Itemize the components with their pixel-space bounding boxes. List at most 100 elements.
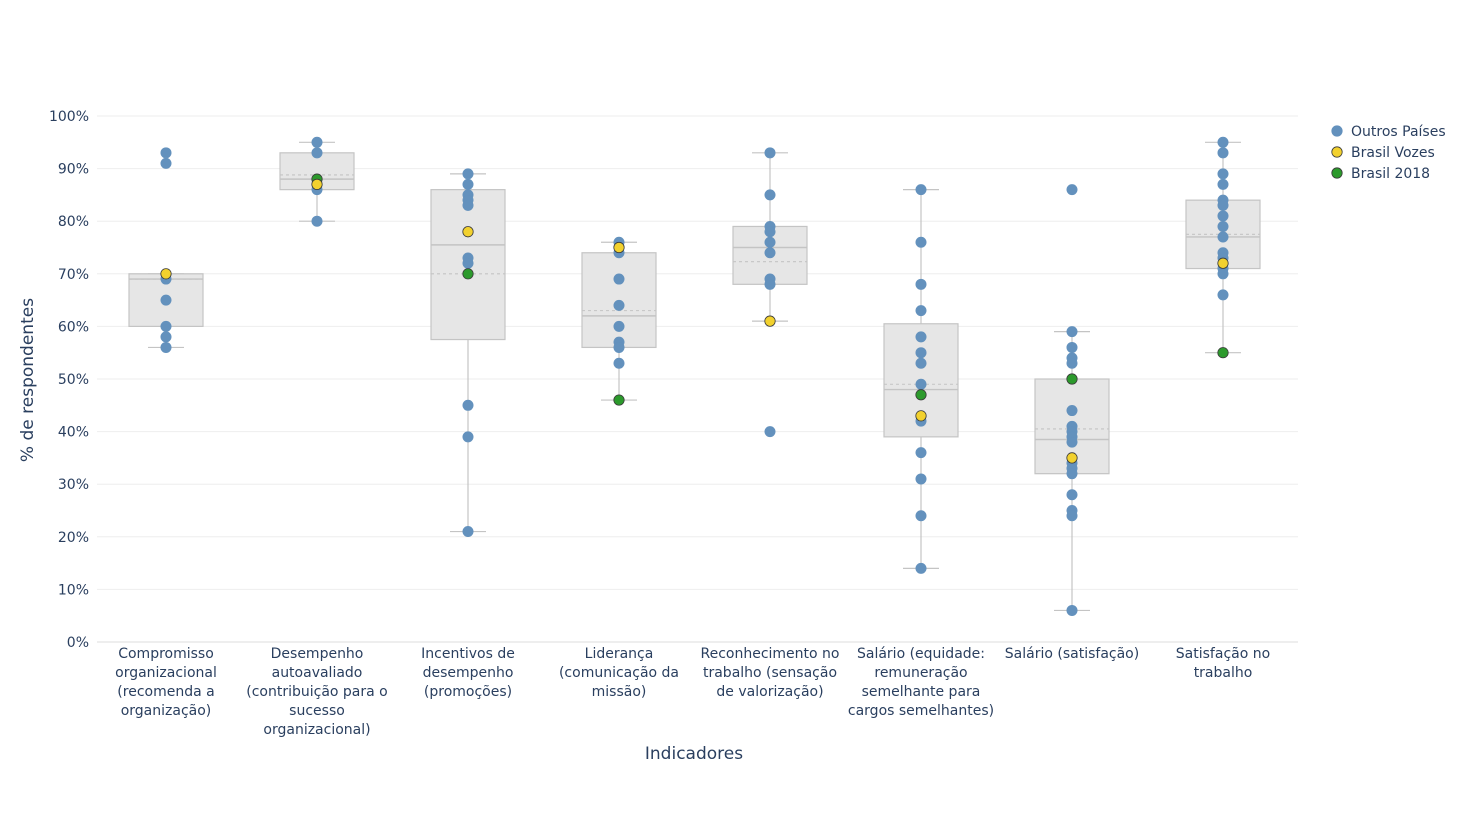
point-outros-paises[interactable] [1217,289,1229,301]
point-brasil-vozes[interactable] [764,315,776,327]
point-outros-paises[interactable] [1217,210,1229,222]
y-tick-label: 20% [58,530,89,546]
point-outros-paises[interactable] [915,562,927,574]
point-outros-paises[interactable] [311,147,323,159]
point-outros-paises[interactable] [160,341,172,353]
x-tick-label-line: Compromisso [118,646,214,662]
point-outros-paises[interactable] [1066,184,1078,196]
x-tick-label: Liderança (comunicação da missão) [559,646,679,700]
point-outros-paises[interactable] [1066,436,1078,448]
point-outros-paises[interactable] [1066,357,1078,369]
point-outros-paises[interactable] [1066,489,1078,501]
point-outros-paises[interactable] [915,357,927,369]
point-outros-paises[interactable] [613,299,625,311]
x-tick-label-line: Incentivos de [421,646,515,662]
point-outros-paises[interactable] [311,136,323,148]
x-tick-label-line: desempenho [423,665,514,681]
x-tick-label-line: Desempenho [271,646,364,662]
point-outros-paises[interactable] [462,431,474,443]
point-outros-paises[interactable] [613,273,625,285]
point-outros-paises[interactable] [462,257,474,269]
point-outros-paises[interactable] [311,215,323,227]
point-outros-paises[interactable] [1066,510,1078,522]
point-brasil-2018[interactable] [1066,373,1078,385]
point-outros-paises[interactable] [1217,268,1229,280]
point-brasil-vozes[interactable] [1217,257,1229,269]
point-brasil-2018[interactable] [462,268,474,280]
point-brasil-vozes[interactable] [1066,452,1078,464]
y-tick-label: 90% [58,162,89,178]
y-tick-label: 70% [58,267,89,283]
point-brasil-2018[interactable] [1217,347,1229,359]
point-outros-paises[interactable] [1217,220,1229,232]
legend-marker [1331,146,1343,158]
point-outros-paises[interactable] [462,526,474,538]
point-outros-paises[interactable] [764,189,776,201]
point-outros-paises[interactable] [160,320,172,332]
point-brasil-vozes[interactable] [311,178,323,190]
point-outros-paises[interactable] [462,168,474,180]
point-outros-paises[interactable] [915,305,927,317]
point-outros-paises[interactable] [764,147,776,159]
x-tick-label-line: semelhante para [862,684,981,700]
point-outros-paises[interactable] [915,378,927,390]
point-outros-paises[interactable] [1066,468,1078,480]
point-outros-paises[interactable] [1066,405,1078,417]
point-outros-paises[interactable] [764,426,776,438]
point-outros-paises[interactable] [915,278,927,290]
point-brasil-2018[interactable] [613,394,625,406]
legend-item-b2018[interactable]: Brasil 2018 [1331,166,1430,182]
point-outros-paises[interactable] [160,294,172,306]
point-outros-paises[interactable] [764,278,776,290]
point-outros-paises[interactable] [462,399,474,411]
point-outros-paises[interactable] [1066,326,1078,338]
point-outros-paises[interactable] [1217,136,1229,148]
point-outros-paises[interactable] [915,447,927,459]
point-outros-paises[interactable] [462,178,474,190]
point-brasil-vozes[interactable] [915,410,927,422]
x-tick-label-line: missão) [592,684,647,700]
point-brasil-vozes[interactable] [613,241,625,254]
x-tick-label-line: organizacional [115,665,217,681]
point-outros-paises[interactable] [160,147,172,159]
point-outros-paises[interactable] [613,357,625,369]
legend-item-vozes[interactable]: Brasil Vozes [1331,145,1435,161]
point-brasil-2018[interactable] [915,389,927,401]
x-tick-label: Satisfação no trabalho [1176,646,1270,681]
point-outros-paises[interactable] [764,226,776,238]
point-outros-paises[interactable] [1217,147,1229,159]
point-brasil-vozes[interactable] [462,226,474,238]
point-outros-paises[interactable] [1066,604,1078,616]
point-outros-paises[interactable] [462,199,474,211]
x-tick-label: Salário (equidade: remuneração semelhante … [848,646,994,719]
point-outros-paises[interactable] [915,331,927,343]
point-outros-paises[interactable] [915,236,927,248]
point-outros-paises[interactable] [764,247,776,259]
point-outros-paises[interactable] [915,473,927,485]
point-outros-paises[interactable] [915,184,927,196]
point-outros-paises[interactable] [613,320,625,332]
point-outros-paises[interactable] [1217,231,1229,243]
legend-item-outros[interactable]: Outros Países [1331,124,1446,140]
legend-marker [1331,167,1343,179]
grid-lines [97,115,1298,643]
point-outros-paises[interactable] [160,157,172,169]
point-outros-paises[interactable] [1217,168,1229,180]
legend-marker [1331,125,1343,137]
data-points [160,136,1229,616]
point-outros-paises[interactable] [915,510,927,522]
x-tick-label: Compromisso organizacional (recomenda a org… [115,646,217,719]
point-outros-paises[interactable] [915,347,927,359]
point-outros-paises[interactable] [1217,178,1229,190]
x-tick-label-line: cargos semelhantes) [848,703,994,719]
point-outros-paises[interactable] [613,341,625,353]
y-tick-label: 30% [58,477,89,493]
point-brasil-vozes[interactable] [160,268,172,280]
x-tick-label: Salário (satisfação) [1005,646,1139,662]
point-outros-paises[interactable] [160,331,172,343]
x-tick-label-line: organizacional) [263,722,370,738]
point-outros-paises[interactable] [1217,199,1229,211]
point-outros-paises[interactable] [764,236,776,248]
point-outros-paises[interactable] [1066,341,1078,353]
